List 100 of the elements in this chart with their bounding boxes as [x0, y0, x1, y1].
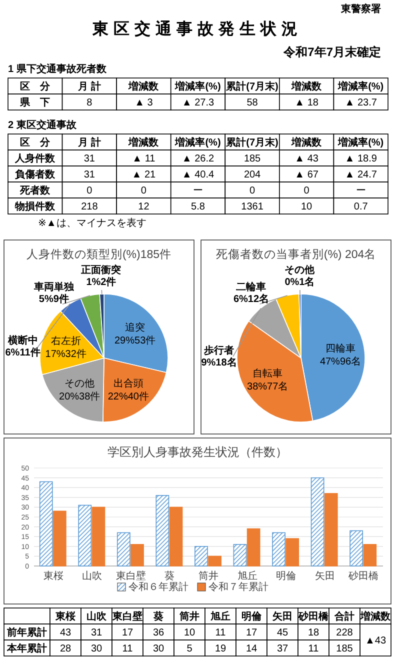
- x-tick-label: 山吹: [82, 570, 102, 582]
- text: 36: [152, 628, 164, 638]
- bar: [52, 510, 66, 566]
- data-label: 38%77名: [247, 380, 288, 392]
- data-label: 47%96名: [320, 355, 362, 368]
- category-label: 増減数: [290, 136, 323, 148]
- text: 218: [81, 202, 98, 212]
- text: 11: [215, 628, 226, 638]
- slice-label: 歩行者: [203, 344, 234, 356]
- text: 185: [244, 154, 262, 164]
- text: 31: [90, 628, 102, 638]
- legend-label: 令和６年累計: [128, 581, 188, 593]
- text: 前年累計: [6, 626, 47, 638]
- chart-title: 学区別人身事故発生状況（件数）: [108, 445, 288, 459]
- category-label: 砂田橋: [298, 610, 330, 622]
- slice-label: 自転車: [252, 367, 283, 380]
- category-label: 増減率(%): [174, 136, 221, 148]
- category-label: 矢田: [272, 610, 292, 622]
- text: 18: [308, 628, 320, 638]
- text: 17: [246, 628, 258, 638]
- text: 37: [276, 644, 288, 654]
- text: 204: [244, 170, 262, 180]
- slice-label: 横断中: [6, 334, 38, 347]
- text: 17: [122, 628, 134, 638]
- bar: [208, 556, 222, 566]
- text: 県 下: [19, 96, 50, 108]
- category-label: 山吹: [86, 610, 108, 622]
- text: 0: [86, 186, 93, 196]
- text: 2 東区交通事故: [8, 119, 78, 131]
- data-label: 5%9件: [38, 293, 69, 306]
- text: 43: [60, 628, 72, 638]
- chart-title: 人身件数の類型別(%)185件: [26, 248, 172, 261]
- category-label: 増減数: [360, 610, 392, 622]
- category-label: 累計(7月末): [225, 136, 278, 148]
- text: 10: [184, 628, 196, 638]
- category-label: 増減数: [128, 136, 160, 148]
- text: ▲ 18.9: [344, 154, 378, 164]
- bar: [233, 544, 247, 566]
- text: ー: [356, 186, 366, 196]
- text: 死者数: [19, 184, 52, 196]
- data-label: 0%1名: [284, 276, 315, 288]
- slice-label: 出合頭: [113, 377, 144, 390]
- x-tick-label: 東桜: [43, 570, 64, 582]
- text: ▲ 67: [294, 170, 319, 180]
- slice-label: 追突: [125, 321, 146, 334]
- text: 10: [301, 202, 313, 212]
- category-label: 月 計: [77, 80, 101, 92]
- text: 8: [86, 98, 93, 108]
- text: 0: [140, 186, 147, 196]
- bar: [246, 528, 260, 566]
- text: 5.8: [191, 202, 206, 212]
- text: 本年累計: [6, 642, 47, 654]
- text: 東区交通事故発生状況: [92, 19, 302, 38]
- bar: [130, 544, 144, 566]
- slice-label: 正面衝突: [80, 264, 122, 276]
- text: 30: [152, 644, 164, 654]
- text: ▲ 23.7: [344, 98, 378, 108]
- bar: [156, 495, 170, 566]
- category-label: 月 計: [77, 136, 101, 148]
- bar: [350, 530, 364, 566]
- bar: [363, 544, 377, 566]
- category-label: 増減数: [128, 80, 160, 92]
- text: 31: [84, 170, 96, 180]
- text: 45: [276, 628, 288, 638]
- text: 11: [122, 644, 134, 654]
- data-label: 9%18名: [201, 356, 237, 368]
- text: 5: [186, 644, 193, 654]
- text: ▲ 27.3: [182, 98, 215, 108]
- category-label: 増減率(%): [174, 80, 221, 92]
- category-label: 東白壁: [112, 610, 142, 622]
- slice-label: その他: [64, 377, 95, 390]
- text: ※▲は、マイナスを表す: [38, 217, 146, 229]
- chart-title: 死傷者数の当事者別(%) 204名: [216, 248, 376, 261]
- category-label: 合計: [334, 610, 354, 622]
- text: 14: [246, 644, 258, 654]
- category-label: 増減率(%): [337, 136, 384, 148]
- data-label: 6%11件: [5, 346, 40, 359]
- text: ▲ 24.7: [344, 170, 378, 180]
- text: 1361: [241, 202, 264, 212]
- data-label: 1%2件: [86, 276, 116, 288]
- text: ▲ 43: [294, 154, 319, 164]
- text: 物損件数: [14, 200, 56, 212]
- data-label: 22%40件: [108, 391, 149, 402]
- legend-label: 令和７年累計: [208, 581, 268, 593]
- text: 0.7: [354, 202, 368, 212]
- slice-label: その他: [284, 264, 316, 276]
- bar: [324, 493, 338, 566]
- bar: [272, 532, 286, 566]
- bar: [310, 477, 324, 566]
- bar: [92, 506, 106, 566]
- category-label: 増減数: [290, 80, 323, 92]
- text: 1 県下交通事故死者数: [8, 63, 108, 75]
- slice-label: 二輪車: [236, 280, 266, 293]
- text: 28: [60, 644, 72, 654]
- category-label: 区 分: [20, 136, 52, 148]
- text: ▲ 26.2: [182, 154, 215, 164]
- text: 0: [250, 186, 256, 196]
- bar: [78, 504, 92, 566]
- slice-label: 右左折: [50, 335, 81, 348]
- data-label: 29%53件: [114, 335, 156, 346]
